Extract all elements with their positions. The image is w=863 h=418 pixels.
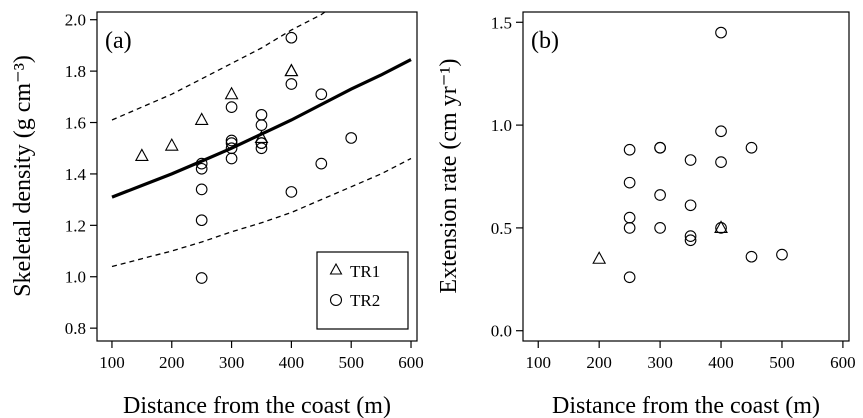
x-tick-label: 600 <box>830 353 856 372</box>
circle-point-tr2 <box>255 137 268 149</box>
circle-point-tr2 <box>684 199 697 212</box>
circle-point-tr2 <box>225 137 238 149</box>
circle-point-tr2 <box>623 211 636 224</box>
panel-a-x-ticks: 100 200 300 400 500 600 <box>99 341 424 372</box>
circle-point-tr2 <box>345 132 358 144</box>
circle-point-tr2 <box>745 250 758 263</box>
x-tick-label: 500 <box>769 353 795 372</box>
circle-point-tr2 <box>285 31 298 44</box>
triangle-point-tr1 <box>224 86 239 100</box>
panel-b-points <box>592 26 788 284</box>
y-tick-label: 1.5 <box>491 13 512 32</box>
triangle-point-tr1 <box>284 63 299 77</box>
x-tick-label: 300 <box>219 353 245 372</box>
panel-a-frame <box>96 11 418 342</box>
circle-point-tr2 <box>623 176 636 189</box>
circle-point-tr2 <box>654 222 666 234</box>
x-tick-label: 600 <box>398 353 424 372</box>
circle-point-tr2 <box>715 125 727 138</box>
circle-point-tr2 <box>315 157 328 170</box>
circle-point-tr2 <box>776 248 788 261</box>
circle-point-tr2 <box>623 222 636 234</box>
y-tick-label: 1.0 <box>65 268 86 287</box>
triangle-point-tr1 <box>164 138 179 151</box>
y-tick-label: 1.4 <box>65 165 87 184</box>
circle-point-tr2 <box>195 272 208 284</box>
x-tick-label: 100 <box>525 353 551 372</box>
circle-point-tr2 <box>285 186 298 198</box>
circle-point-tr2 <box>225 142 238 155</box>
circle-point-tr2 <box>195 157 208 170</box>
panel-b-y-axis-label: Extension rate (cm yr⁻¹) <box>436 58 462 293</box>
circle-point-tr2 <box>623 271 636 284</box>
panel-a-skeletal-density: (a) 100 200 300 400 500 600 0.8 1.0 1.2 1.4 1.6 1.… <box>10 11 424 418</box>
x-tick-label: 200 <box>159 353 185 372</box>
panel-a-legend: TR1 TR2 <box>316 251 409 330</box>
circle-point-tr2 <box>225 152 238 165</box>
legend-marker-triangle <box>329 262 343 275</box>
circle-point-tr2 <box>715 156 727 168</box>
circle-point-tr2 <box>684 230 697 242</box>
panel-a-lower-prediction-band <box>111 157 412 268</box>
circle-point-tr2 <box>715 222 727 234</box>
panel-a-y-axis-label: Skeletal density (g cm⁻³) <box>10 55 36 297</box>
panel-a-fit-line <box>111 58 412 199</box>
legend-box <box>316 251 409 330</box>
circle-point-tr2 <box>654 189 666 201</box>
circle-point-tr2 <box>745 141 758 154</box>
y-tick-label: 1.0 <box>491 116 512 135</box>
x-tick-label: 400 <box>708 353 734 372</box>
panel-b-extension-rate: (b) 100 200 300 400 500 600 0.0 0.5 1.0 1.5 Dist… <box>436 11 856 418</box>
circle-point-tr2 <box>654 141 666 154</box>
circle-point-tr2 <box>195 162 208 175</box>
panel-a-points <box>134 31 358 284</box>
y-tick-label: 2.0 <box>65 11 86 30</box>
y-tick-label: 0.0 <box>491 322 512 341</box>
triangle-point-tr1 <box>714 220 728 233</box>
x-tick-label: 200 <box>586 353 612 372</box>
triangle-point-tr1 <box>134 148 149 161</box>
panel-a-label: (a) <box>105 28 132 54</box>
circle-point-tr2 <box>225 134 238 147</box>
y-tick-label: 1.2 <box>65 216 86 235</box>
x-tick-label: 400 <box>279 353 305 372</box>
triangle-point-tr1 <box>592 251 607 264</box>
circle-point-tr2 <box>684 154 697 166</box>
circle-point-tr2 <box>255 108 268 121</box>
circle-point-tr2 <box>225 101 238 113</box>
x-tick-label: 300 <box>647 353 673 372</box>
y-tick-label: 0.5 <box>491 219 512 238</box>
legend-label-tr2: TR2 <box>350 291 380 310</box>
x-tick-label: 100 <box>99 353 125 372</box>
circle-point-tr2 <box>715 26 727 39</box>
circle-point-tr2 <box>255 142 268 155</box>
panel-b-frame <box>522 11 850 342</box>
triangle-point-tr1 <box>194 112 209 126</box>
circle-point-tr2 <box>255 119 268 131</box>
circle-point-tr2 <box>195 214 208 227</box>
panel-b-x-ticks: 100 200 300 400 500 600 <box>525 341 856 372</box>
legend-marker-circle <box>329 293 343 307</box>
triangle-point-tr1 <box>284 63 299 77</box>
circle-point-tr2 <box>315 88 328 101</box>
y-tick-label: 1.6 <box>65 114 86 133</box>
panel-b-x-axis-label: Distance from the coast (m) <box>552 393 820 418</box>
panel-a-y-ticks: 0.8 1.0 1.2 1.4 1.6 1.8 2.0 <box>65 11 97 338</box>
circle-point-tr2 <box>684 234 697 247</box>
y-tick-label: 0.8 <box>65 319 86 338</box>
circle-point-tr2 <box>195 183 208 196</box>
panel-a-upper-prediction-band <box>111 12 327 121</box>
circle-point-tr2 <box>623 143 636 156</box>
panel-a-x-axis-label: Distance from the coast (m) <box>123 393 391 418</box>
circle-point-tr2 <box>285 78 298 90</box>
x-tick-label: 500 <box>338 353 364 372</box>
y-tick-label: 1.8 <box>65 62 86 81</box>
panel-b-label: (b) <box>531 28 559 54</box>
panel-b-y-ticks: 0.0 0.5 1.0 1.5 <box>491 13 523 341</box>
legend-label-tr1: TR1 <box>350 262 380 281</box>
